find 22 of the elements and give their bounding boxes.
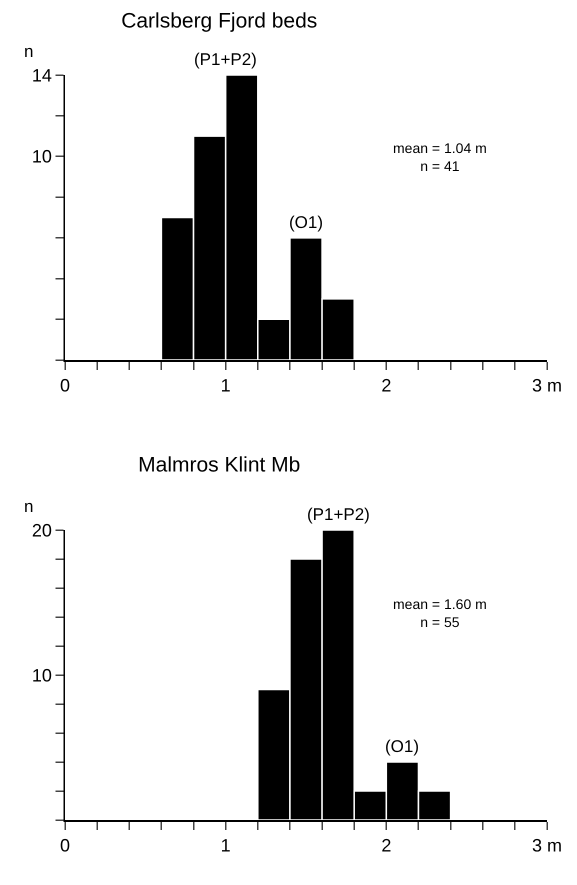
y-axis-title: n: [24, 42, 34, 61]
y-tick-label: 10: [32, 665, 52, 686]
x-tick-label: 1: [220, 376, 231, 396]
x-tick-label: 0: [60, 376, 70, 396]
annotation: (P1+P2): [307, 505, 370, 524]
x-tick-label: 3 m: [532, 376, 562, 396]
x-tick-label: 3 m: [532, 836, 562, 856]
annotation: (O1): [385, 737, 419, 756]
chart-title: Malmros Klint Mb: [138, 454, 300, 476]
y-tick-label: 20: [32, 520, 52, 540]
x-tick-label: 2: [381, 376, 392, 396]
x-tick-label: 2: [381, 836, 392, 856]
chart-title: Carlsberg Fjord beds: [121, 9, 318, 32]
y-axis-title: n: [24, 497, 34, 516]
annotation: mean = 1.04 m n = 41: [393, 140, 487, 174]
annotation: (P1+P2): [194, 50, 257, 69]
annotation: (O1): [289, 213, 323, 232]
y-tick-label: 10: [32, 146, 52, 167]
x-tick-label: 0: [60, 836, 70, 856]
y-tick-label: 14: [32, 65, 52, 86]
x-tick-label: 1: [220, 836, 231, 856]
annotation: mean = 1.60 m n = 55: [393, 596, 487, 630]
